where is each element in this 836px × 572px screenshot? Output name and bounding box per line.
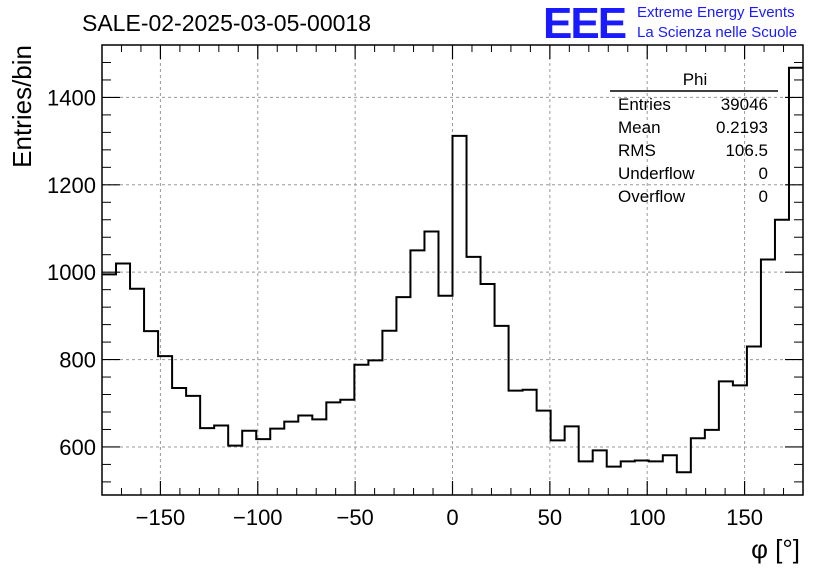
logo-subtitle-line1: Extreme Energy Events bbox=[637, 4, 795, 21]
histogram-bin bbox=[298, 415, 312, 495]
histogram-bin bbox=[579, 461, 593, 495]
histogram-bin bbox=[410, 250, 424, 495]
y-tick-label: 600 bbox=[59, 435, 96, 460]
histogram-bin bbox=[284, 422, 298, 495]
histogram-bin bbox=[172, 388, 186, 495]
histogram-bin bbox=[593, 450, 607, 495]
x-tick-label: −150 bbox=[136, 505, 186, 530]
y-axis-label: Entries/bin bbox=[7, 45, 37, 168]
histogram-bin bbox=[130, 289, 144, 495]
histogram-outline bbox=[102, 66, 803, 474]
histogram-bin bbox=[523, 390, 537, 495]
histogram-bin bbox=[761, 260, 775, 495]
histogram-bin bbox=[158, 356, 172, 495]
histogram-bin bbox=[509, 391, 523, 495]
logo-subtitle-line2: La Scienza nelle Scuole bbox=[637, 24, 798, 41]
stats-label-overflow: Overflow bbox=[618, 187, 686, 206]
histogram-bin bbox=[789, 68, 803, 495]
x-tick-label: 0 bbox=[446, 505, 458, 530]
histogram-bin bbox=[200, 428, 214, 495]
histogram-bin bbox=[424, 232, 438, 495]
histogram-bin bbox=[607, 467, 621, 495]
y-tick-label: 1400 bbox=[47, 85, 96, 110]
axis-ticks bbox=[102, 45, 803, 495]
x-tick-label: −100 bbox=[233, 505, 283, 530]
histogram-bin bbox=[438, 296, 452, 495]
histogram-bin bbox=[340, 400, 354, 495]
histogram-bin bbox=[775, 220, 789, 495]
y-tick-labels: 600 800 1000 1200 1400 bbox=[47, 85, 96, 460]
histogram-bin bbox=[396, 297, 410, 495]
histogram-bin bbox=[747, 346, 761, 495]
stats-value-entries: 39046 bbox=[721, 95, 768, 114]
histogram-bin bbox=[719, 381, 733, 495]
x-tick-label: −50 bbox=[336, 505, 373, 530]
histogram-bin bbox=[733, 385, 747, 495]
stats-value-rms: 106.5 bbox=[725, 141, 768, 160]
histogram-bin bbox=[256, 439, 270, 495]
x-tick-labels: −150 −100 −50 0 50 100 150 bbox=[136, 505, 763, 530]
histogram-bin bbox=[551, 440, 565, 495]
plot-frame bbox=[101, 44, 804, 496]
histogram-bin bbox=[116, 263, 130, 495]
histogram-bin bbox=[242, 431, 256, 495]
stats-label-underflow: Underflow bbox=[618, 164, 695, 183]
x-tick-label: 50 bbox=[538, 505, 562, 530]
histogram-bin bbox=[102, 274, 116, 495]
histogram-bin bbox=[228, 446, 242, 495]
stats-box: Phi Entries 39046 Mean 0.2193 RMS 106.5 … bbox=[610, 70, 778, 206]
histogram-bin bbox=[326, 402, 340, 495]
y-tick-label: 800 bbox=[59, 348, 96, 373]
histogram-bin bbox=[481, 284, 495, 495]
histogram-bin bbox=[214, 426, 228, 495]
y-tick-label: 1000 bbox=[47, 260, 96, 285]
histogram-bin bbox=[368, 360, 382, 495]
histogram-bin bbox=[537, 411, 551, 495]
y-tick-label: 1200 bbox=[47, 173, 96, 198]
stats-value-mean: 0.2193 bbox=[716, 118, 768, 137]
stats-title: Phi bbox=[683, 70, 708, 89]
stats-label-rms: RMS bbox=[618, 141, 656, 160]
histogram-bin bbox=[691, 438, 705, 495]
chart-title: SALE-02-2025-03-05-00018 bbox=[82, 10, 371, 36]
histogram-bin bbox=[621, 461, 635, 495]
histogram-bin bbox=[312, 419, 326, 495]
histogram-bin bbox=[382, 331, 396, 495]
histogram-bin bbox=[705, 430, 719, 495]
histogram-bin bbox=[144, 331, 158, 495]
stats-label-mean: Mean bbox=[618, 118, 661, 137]
histogram-bin bbox=[467, 257, 481, 495]
histogram-bin bbox=[649, 461, 663, 495]
stats-label-entries: Entries bbox=[618, 95, 671, 114]
x-tick-label: 150 bbox=[726, 505, 763, 530]
stats-value-underflow: 0 bbox=[759, 164, 768, 183]
histogram-bin bbox=[186, 396, 200, 495]
stats-value-overflow: 0 bbox=[759, 187, 768, 206]
histogram-bin bbox=[270, 429, 284, 495]
eee-logo: EEE bbox=[543, 0, 627, 48]
x-tick-label: 100 bbox=[629, 505, 666, 530]
histogram-bin bbox=[663, 455, 677, 495]
histogram-bin bbox=[565, 426, 579, 495]
histogram-bin bbox=[495, 326, 509, 495]
histogram-bin bbox=[354, 365, 368, 495]
x-axis-label: φ [°] bbox=[751, 534, 800, 564]
histogram-bin bbox=[677, 472, 691, 495]
histogram-bin bbox=[453, 136, 467, 495]
histogram-bin bbox=[635, 460, 649, 495]
